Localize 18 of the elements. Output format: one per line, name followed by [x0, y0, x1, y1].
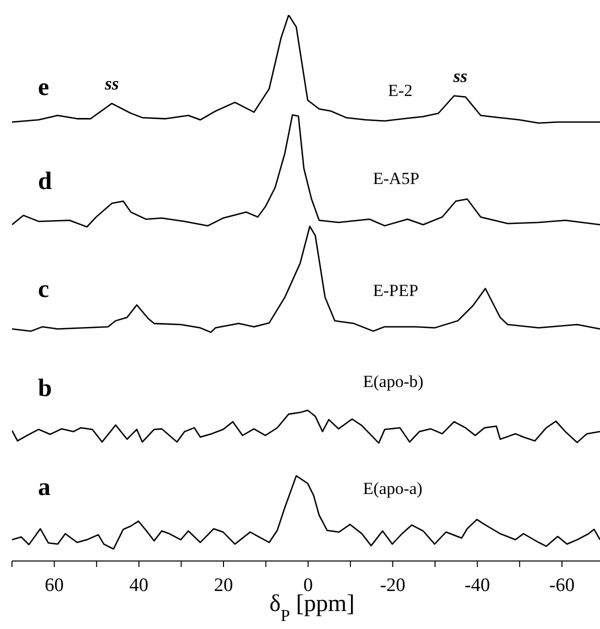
annotation: b [38, 375, 52, 403]
x-tick-label: 20 [214, 575, 234, 596]
annotation: d [38, 168, 52, 196]
x-tick-label: -40 [464, 575, 490, 596]
annotation: ss [104, 73, 119, 94]
annotation: e [38, 74, 50, 102]
series-label: E(apo-a) [363, 479, 422, 499]
annotation: a [38, 474, 50, 502]
series-label: E-A5P [373, 169, 420, 189]
x-tick-label: 60 [44, 575, 64, 596]
x-tick-label: -60 [549, 575, 575, 596]
annotation: ss [452, 66, 468, 86]
series-label: E(apo-b) [363, 372, 424, 392]
series-label: E-2 [388, 81, 413, 101]
x-tick-label: 40 [129, 575, 148, 596]
series-label: E-PEP [373, 281, 418, 301]
x-tick-label: -20 [380, 575, 406, 596]
annotation: c [38, 276, 50, 304]
